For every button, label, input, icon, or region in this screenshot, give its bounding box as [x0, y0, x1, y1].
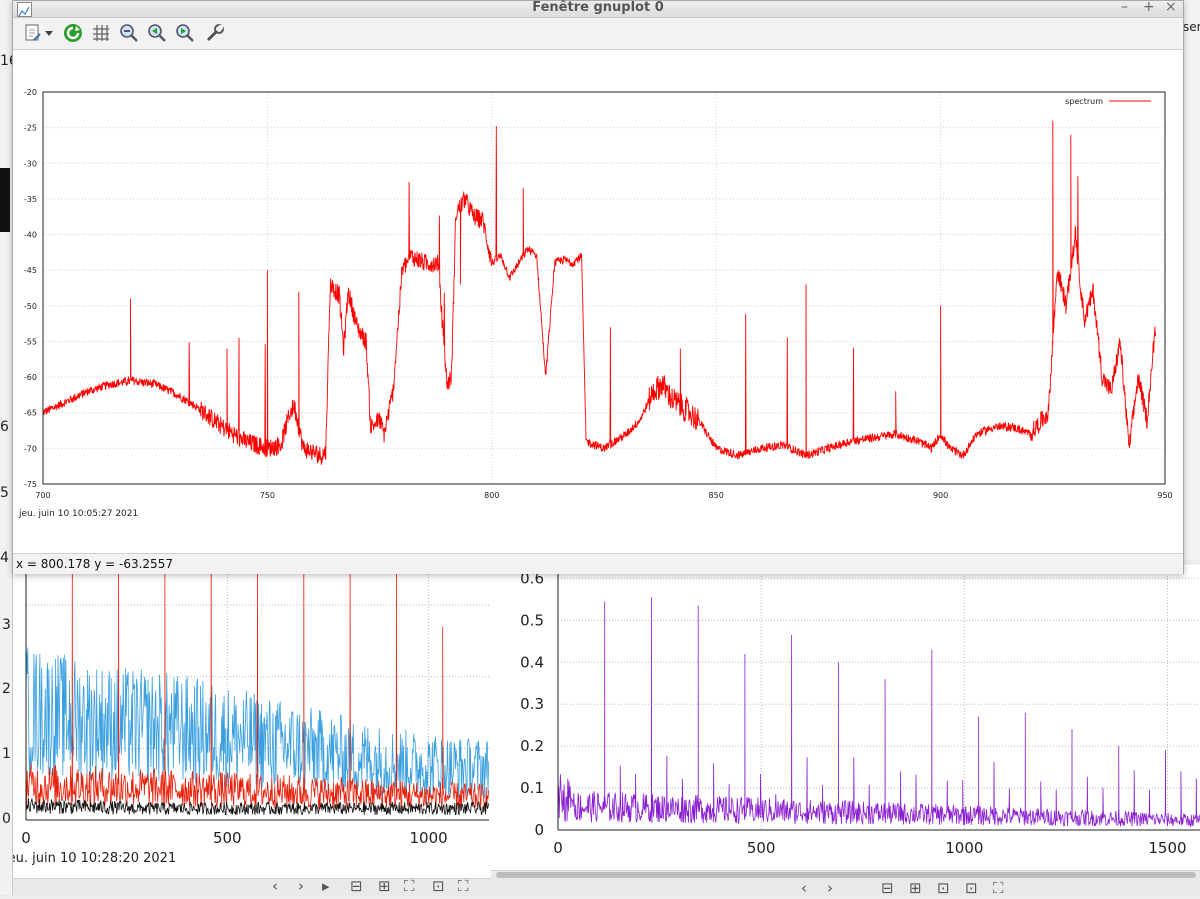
zoom-previous-icon[interactable]: [145, 21, 169, 45]
y-tick-label: -45: [24, 266, 37, 275]
plot-frame: [42, 91, 1166, 485]
x-tick-label: 700: [35, 491, 50, 500]
spectrum-line: [42, 120, 1157, 465]
y-tick-label: -65: [24, 409, 37, 418]
background-chart-left: 0 500 1000 jeu. juin 10 10:28:20 2021: [3, 554, 489, 866]
background-statusbar-left: ‹ › ▸ ⊟ ⊞ ⛶ ⊡ ⛶: [0, 877, 491, 896]
gnuplot-app-icon: [17, 2, 32, 17]
edge-number: 6: [0, 419, 9, 435]
spectrum-chart[interactable]: 700 750 800 850 900 950 -20 -25 -30 -35 -40 -45 -50 -…: [13, 50, 1183, 552]
background-window-edge-right: [1183, 0, 1200, 560]
y-tick-label: 0.5: [520, 611, 544, 629]
x-tick-label: 1000: [410, 829, 448, 847]
background-dark-tile: [0, 168, 10, 232]
x-tick-label: 800: [484, 491, 499, 500]
x-tick-label: 950: [1157, 491, 1172, 500]
nav-back-icon[interactable]: ‹: [272, 877, 278, 895]
y-tick-label: -70: [24, 444, 37, 453]
horizontal-scrollbar[interactable]: [496, 872, 1196, 878]
plot-timestamp: jeu. juin 10 10:05:27 2021: [18, 509, 138, 519]
y-tick-label: 0.3: [520, 695, 544, 713]
fit-icon[interactable]: ⊡: [937, 879, 950, 897]
dropdown-arrow-icon[interactable]: [43, 21, 55, 45]
y-tick-label: -55: [24, 337, 37, 346]
minimize-button[interactable]: –: [1121, 0, 1128, 15]
zoom-out-icon[interactable]: ⊟: [881, 879, 894, 897]
zoom-out-icon[interactable]: ⊟: [350, 877, 363, 895]
y-tick-label: 0.2: [520, 737, 544, 755]
window-titlebar[interactable]: Fenêtre gnuplot 0 – + ×: [13, 0, 1183, 18]
y-tick-label: -25: [24, 124, 37, 133]
y-tick-label: 0: [534, 821, 544, 839]
edge-number: 1: [2, 746, 11, 762]
play-icon[interactable]: ▸: [322, 877, 330, 895]
cursor-coordinates: x = 800.178 y = -63.2557: [16, 557, 173, 571]
zoom-in-icon[interactable]: ⊞: [909, 879, 922, 897]
fullscreen-icon[interactable]: ⛶: [993, 879, 1004, 897]
nav-back-icon[interactable]: ‹: [801, 879, 807, 897]
x-tick-label: 1000: [945, 839, 983, 857]
y-tick-label: -75: [24, 480, 37, 489]
y-tick-label: -60: [24, 373, 37, 382]
background-plot-window-left: 0 500 1000 jeu. juin 10 10:28:20 2021: [0, 554, 491, 895]
series-line: [557, 597, 1200, 827]
x-tick-label: 1500: [1148, 839, 1186, 857]
y-tick-label: -50: [24, 302, 37, 311]
copy-to-clipboard-icon[interactable]: [21, 21, 45, 45]
y-tick-label: -35: [24, 195, 37, 204]
edge-number: 0: [2, 811, 11, 827]
toolbar: [13, 18, 1183, 50]
x-tick-label: 850: [709, 491, 724, 500]
edge-number: 4: [0, 550, 9, 566]
edge-number: 2: [2, 681, 11, 697]
legend-label: spectrum: [1065, 97, 1103, 106]
settings-wrench-icon[interactable]: [203, 21, 227, 45]
x-tick-label: 500: [213, 829, 242, 847]
grid-icon[interactable]: [89, 21, 113, 45]
unzoom-icon[interactable]: [117, 21, 141, 45]
window-title: Fenêtre gnuplot 0: [532, 0, 664, 15]
y-tick-label: -30: [24, 159, 37, 168]
zoom-in-icon[interactable]: ⊞: [378, 877, 391, 895]
page-one-icon[interactable]: ⊡: [432, 877, 445, 895]
x-tick-label: 750: [260, 491, 275, 500]
edge-number: 5: [0, 485, 9, 501]
x-tick-label: 0: [553, 839, 563, 857]
chart-footer: jeu. juin 10 10:28:20 2021: [3, 851, 176, 866]
x-tick-label: 900: [933, 491, 948, 500]
background-plot-window-right: 0 500 1000 1500 0 0.1 0.2 0.3 0.4 0.5 0.6: [491, 565, 1200, 895]
main-plot-area[interactable]: 700 750 800 850 900 950 -20 -25 -30 -35 -40 -45 -50 -…: [13, 50, 1183, 552]
fit-icon[interactable]: ⛶: [404, 877, 415, 895]
y-tick-label: -40: [24, 231, 37, 240]
status-bar: x = 800.178 y = -63.2557: [13, 553, 1183, 574]
x-tick-label: 0: [21, 829, 31, 847]
series-line: [25, 797, 489, 816]
maximize-button[interactable]: +: [1143, 0, 1155, 15]
fullscreen-icon[interactable]: ⛶: [458, 877, 469, 895]
y-tick-label: 0.4: [520, 653, 544, 671]
nav-forward-icon[interactable]: ›: [298, 877, 304, 895]
page-one-icon[interactable]: ⊡: [965, 879, 978, 897]
gnuplot-window: Fenêtre gnuplot 0 – + ×: [12, 0, 1184, 574]
edge-text: ser: [1183, 20, 1200, 34]
replot-icon[interactable]: [61, 21, 85, 45]
app-icon-graphic: [18, 6, 30, 17]
edge-number: 3: [2, 617, 11, 633]
zoom-next-icon[interactable]: [173, 21, 197, 45]
nav-forward-icon[interactable]: ›: [827, 879, 833, 897]
x-tick-label: 500: [747, 839, 776, 857]
y-tick-label: -20: [24, 88, 37, 97]
y-tick-label: 0.1: [520, 779, 544, 797]
close-button[interactable]: ×: [1165, 0, 1177, 15]
series-line: [25, 554, 489, 811]
